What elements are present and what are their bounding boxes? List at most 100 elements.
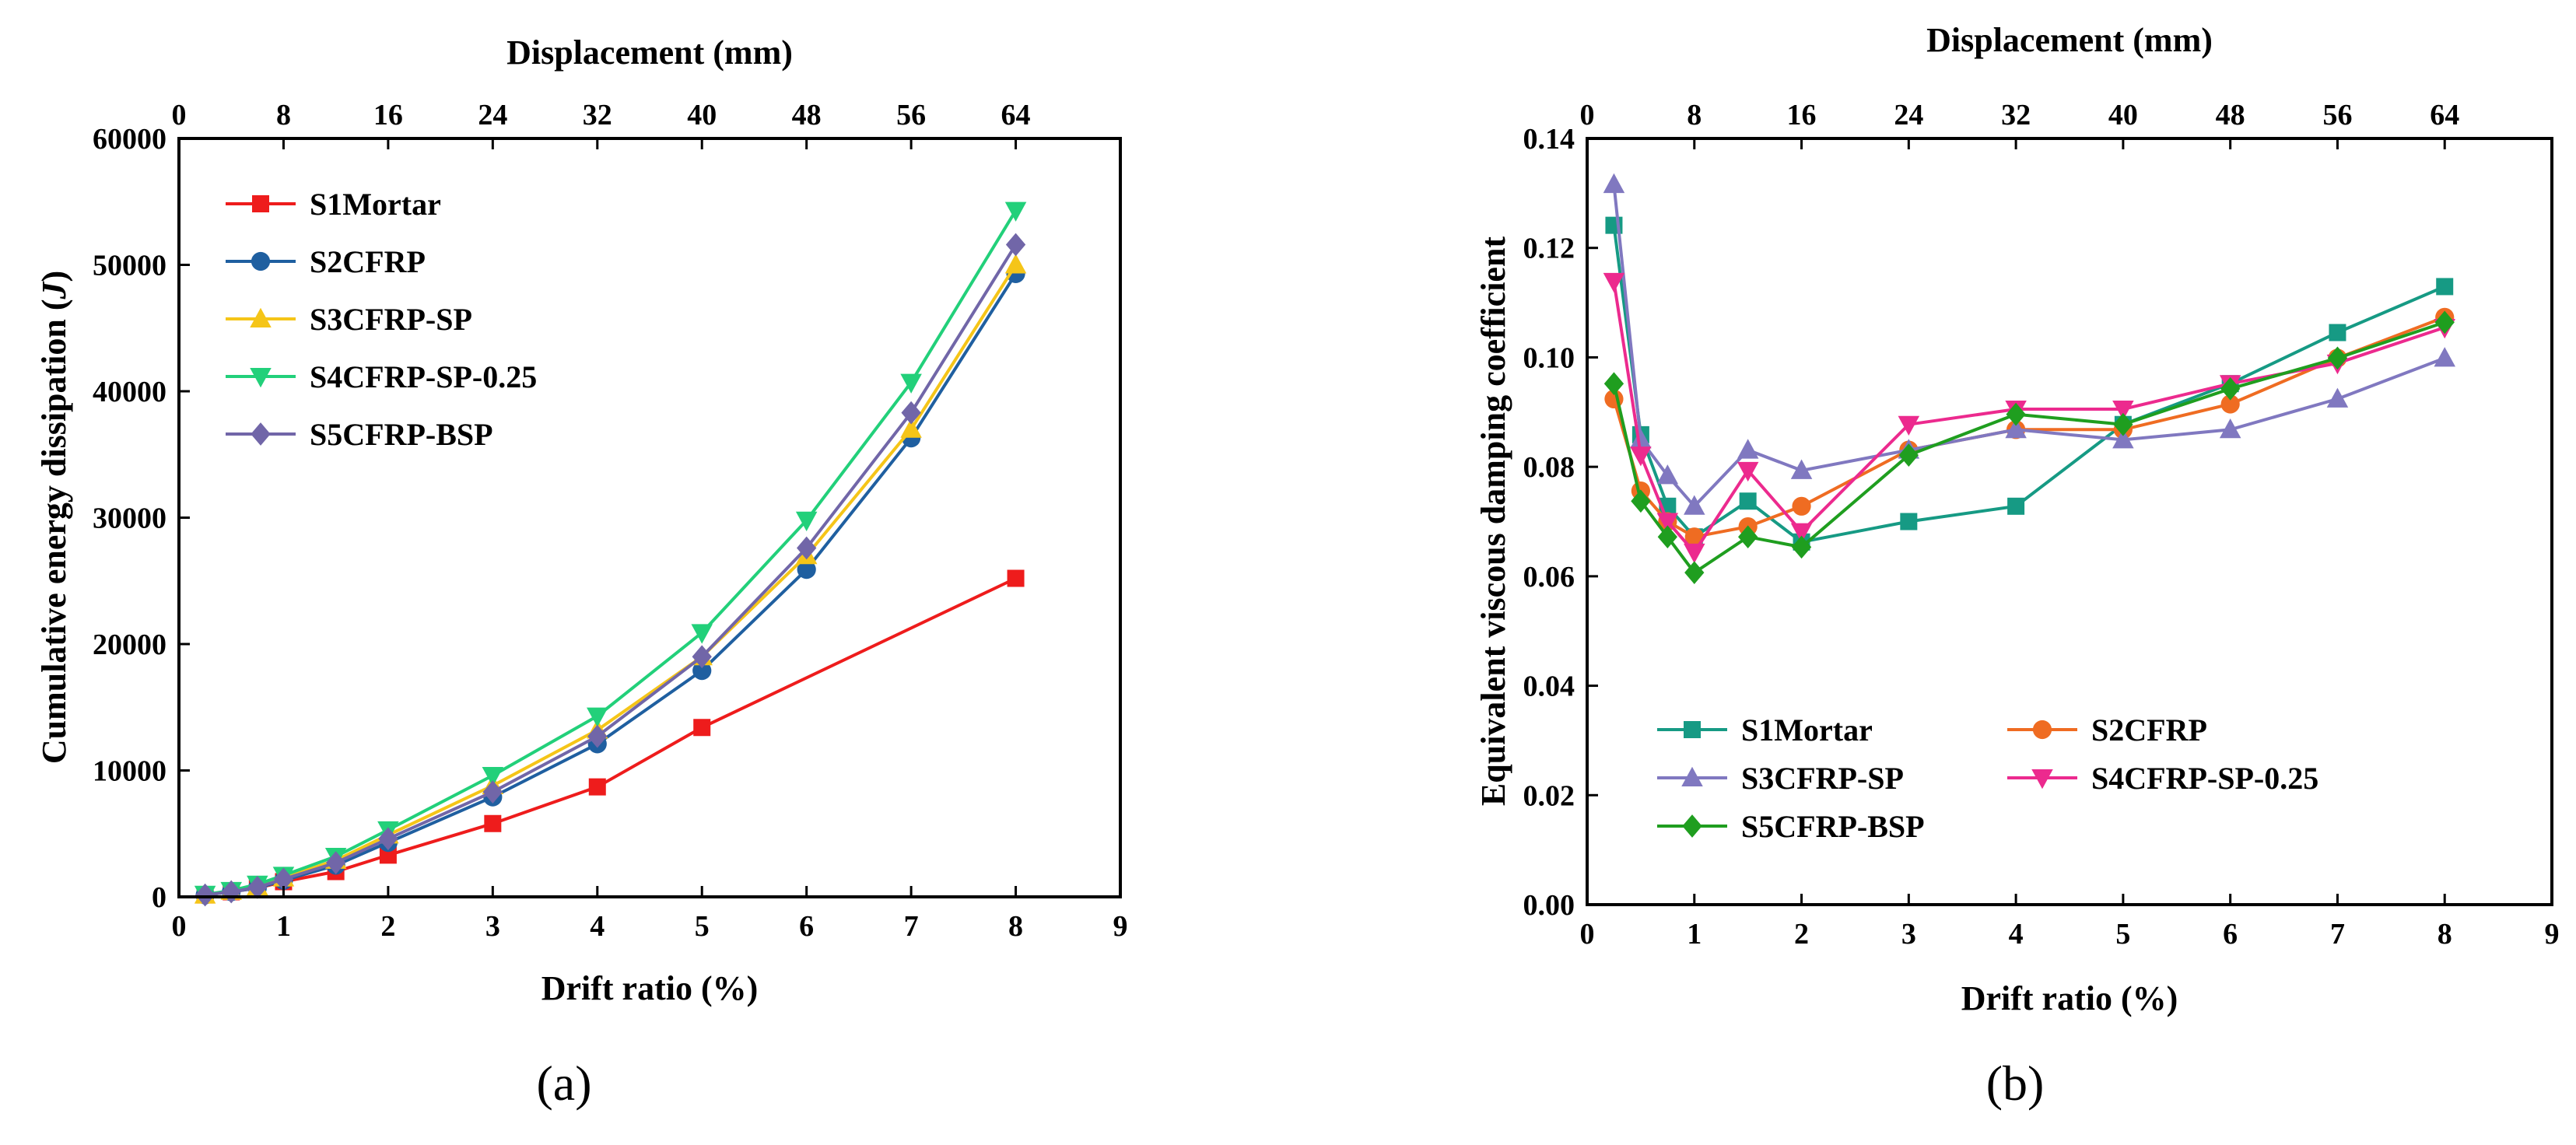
panel-a-caption: (a) — [536, 1056, 591, 1111]
panel-a-legend-label: S3CFRP-SP — [310, 302, 472, 337]
panel-b-series-4-point — [1737, 461, 1759, 482]
panel-b-legend-label: S5CFRP-BSP — [1741, 809, 1925, 844]
panel-a-series-5-point — [482, 780, 503, 804]
panel-b-series-line-4 — [1612, 281, 2445, 555]
panel-a-x2-axis-label: Displacement (mm) — [506, 33, 793, 72]
panel-a-y-tick-label: 0 — [152, 881, 166, 914]
panel-b-series-5-point — [2113, 412, 2133, 436]
panel-b-series-3-point — [2326, 387, 2349, 408]
panel-b-series-3-point — [1684, 495, 1705, 515]
panel-b-x2-tick-label: 0 — [1580, 99, 1595, 131]
panel-b-y-tick-label: 0.14 — [1523, 123, 1575, 156]
panel-b-x2-tick-label: 40 — [2108, 99, 2138, 131]
panel-b-x2-tick-label: 48 — [2216, 99, 2245, 131]
panel-a-legend-marker — [250, 307, 272, 327]
panel-b-x2-tick-label: 64 — [2430, 99, 2459, 131]
panel-b-x2-tick-label: 24 — [1894, 99, 1923, 131]
panel-b-x2-tick-label: 32 — [2001, 99, 2031, 131]
panel-a-x-tick-label: 2 — [380, 910, 395, 943]
panel-a-x2-tick-label: 32 — [583, 99, 612, 131]
panel-a-x2-tick-label: 0 — [172, 99, 187, 131]
panel-a-legend-marker — [251, 251, 271, 271]
panel-a-y-axis-label: Cumulative energy dissipation (J) — [35, 271, 73, 764]
panel-b-x-tick-label: 9 — [2545, 918, 2560, 951]
panel-a-y-tick-label: 10000 — [93, 755, 166, 788]
panel-a-y-tick-label: 30000 — [93, 502, 166, 535]
panel-a-y-axis-label-main: Cumulative energy dissipation ( — [35, 299, 73, 764]
panel-a-legend-marker — [251, 422, 271, 446]
panel-b-legend-marker — [2032, 720, 2052, 740]
panel-a-x-tick-label: 4 — [590, 910, 605, 943]
panel-b-x-tick-label: 2 — [1794, 918, 1809, 951]
panel-b-series-3-point — [2219, 418, 2241, 439]
panel-a-x2-tick-label: 56 — [896, 99, 926, 131]
panel-b-series-4-point — [1656, 513, 1679, 533]
panel-b-legend-label: S1Mortar — [1741, 713, 1873, 748]
panel-a-series-1-point — [693, 719, 711, 737]
panel-a-series-4-point — [900, 373, 922, 394]
panel-b-plot-frame — [1586, 137, 2553, 906]
panel-a-series-5-point — [326, 851, 346, 874]
panel-b-series-1-point — [1900, 513, 1918, 530]
panel-a-series-5-point — [378, 827, 398, 851]
panel-b-x-tick-label: 5 — [2115, 918, 2130, 951]
panel-a-series-2-point — [797, 560, 816, 580]
panel-b-series-4-point — [1898, 415, 1920, 436]
panel-b-series-line-2 — [1612, 315, 2445, 539]
panel-b-series-5-point — [2006, 402, 2026, 426]
panel-b-x2-axis-label: Displacement (mm) — [1926, 21, 2213, 59]
panel-b-y-tick-label: 0.04 — [1523, 671, 1575, 703]
panel-a-x2-tick-label: 64 — [1001, 99, 1031, 131]
panel-b-x-tick-label: 4 — [2009, 918, 2024, 951]
panel-b-series-2-point — [1792, 496, 1811, 516]
panel-b-series-4-point — [2112, 401, 2134, 421]
panel-a-legend-label: S1Mortar — [310, 187, 441, 222]
panel-a-series-4-point — [587, 707, 608, 727]
panel-b-legend-marker — [1684, 721, 1701, 738]
panel-b-x2-tick-label: 8 — [1687, 99, 1702, 131]
panel-b-series-line-5 — [1612, 320, 2445, 575]
panel-b-series-1-point — [1739, 492, 1757, 510]
panel-b-series-2-point — [1684, 527, 1704, 547]
panel-a-legend-label: S2CFRP — [310, 244, 426, 279]
panel-a-series-5-point — [195, 883, 216, 907]
panel-b-legend-marker — [1681, 766, 1703, 786]
panel-a-x-tick-label: 3 — [485, 910, 500, 943]
panel-b-x2-tick-label: 56 — [2322, 99, 2352, 131]
panel-b-y-tick-label: 0.10 — [1523, 341, 1575, 374]
panel-b-x-tick-label: 0 — [1580, 918, 1595, 951]
panel-b-series-3-point — [1603, 173, 1625, 194]
panel-b-series-5-point — [1684, 561, 1705, 585]
panel-b-series-1-point — [2436, 278, 2454, 296]
panel-b-x2-tick-label: 16 — [1787, 99, 1817, 131]
panel-a-x-axis-label: Drift ratio (%) — [541, 969, 759, 1007]
panel-a-series-4-point — [795, 511, 818, 532]
panel-a-legend: S1Mortar S2CFRP S3CFRP-SP S4CFRP-SP-0.25 S5C… — [226, 187, 537, 452]
panel-b-y-tick-label: 0.12 — [1523, 233, 1575, 265]
panel-a-x-tick-label: 6 — [799, 910, 814, 943]
panel-b-legend-label: S2CFRP — [2091, 713, 2207, 748]
panel-a-series-1-point — [588, 778, 606, 796]
panel-b-x-tick-label: 7 — [2330, 918, 2345, 951]
panel-b-series-3-point — [2005, 418, 2027, 439]
panel-b-series-5-point — [1898, 443, 1919, 467]
panel-a-x2-tick-label: 24 — [478, 99, 507, 131]
panel-b-series-line-3 — [1612, 184, 2445, 509]
panel-b-x-tick-label: 1 — [1687, 918, 1702, 951]
panel-b-series-5-point — [1738, 525, 1758, 549]
panel-b-series-5-point — [1631, 489, 1651, 513]
panel-a-y-tick-label: 40000 — [93, 376, 166, 408]
panel-b-series-1-point — [2329, 324, 2346, 341]
panel-b-legend: S1Mortar S2CFRP S3CFRP-SP S4CFRP-SP-0.25 S5C… — [1657, 713, 2318, 844]
panel-a-series-1-point — [484, 814, 502, 832]
panel-a-series-5-point — [797, 536, 817, 560]
panel-a-series-4-point — [691, 624, 713, 644]
panel-b-series-3-point — [2112, 429, 2134, 449]
panel-a-series-5-point — [221, 880, 241, 904]
panel-a-x-tick-label: 8 — [1008, 910, 1023, 943]
panel-a-series-3-point — [900, 418, 922, 438]
panel-a-y-axis-label-unit: J — [35, 280, 73, 299]
panel-a-series-5-point — [247, 875, 268, 899]
